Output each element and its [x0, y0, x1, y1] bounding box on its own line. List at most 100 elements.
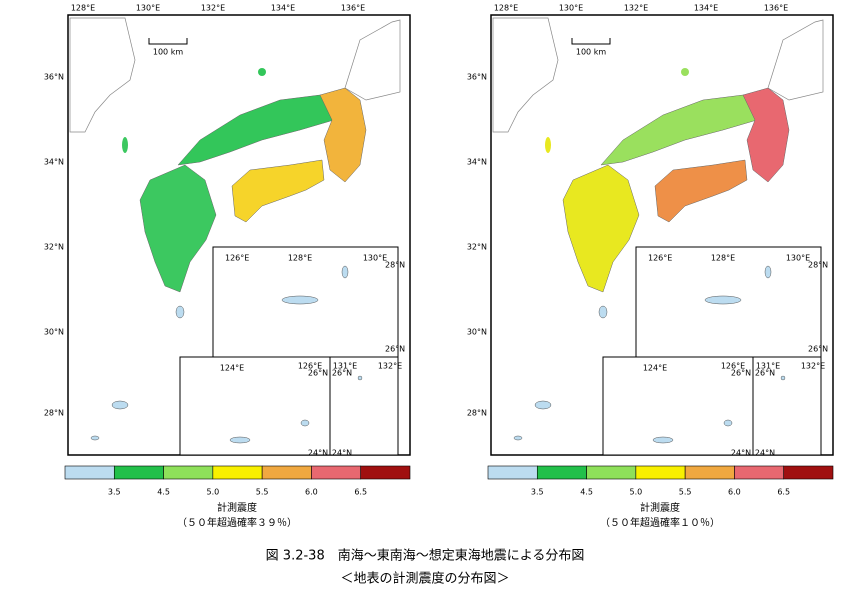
lat-label: 36°N [44, 73, 64, 82]
inset-frame [602, 356, 754, 456]
lon-label: 128°E [71, 4, 95, 13]
inset-label: 132°E [801, 362, 825, 371]
island [704, 295, 742, 305]
lon-label: 132°E [624, 4, 648, 13]
colorbar-tick: 6.0 [728, 488, 741, 497]
colorbar-segment [113, 465, 164, 480]
colorbar-tick: 6.0 [305, 488, 318, 497]
island [723, 419, 733, 427]
island [111, 400, 129, 410]
island [300, 419, 310, 427]
inset-label: 132°E [378, 362, 402, 371]
legend-subtitle: （５０年超過確率１０％） [600, 516, 720, 529]
inset-label: 126°E [648, 254, 672, 263]
scale-bar [571, 38, 611, 45]
island [122, 137, 128, 153]
colorbar-tick: 4.5 [157, 488, 170, 497]
korea-outline [492, 17, 559, 133]
scale-label: 100 km [153, 48, 183, 57]
island [764, 265, 772, 279]
colorbar-segment [586, 465, 637, 480]
inset-label: 26°N [755, 369, 775, 378]
colorbar-tick: 6.5 [777, 488, 790, 497]
region-kinki [742, 87, 790, 183]
inset-label: 24°N [308, 449, 328, 458]
lat-label: 34°N [44, 158, 64, 167]
inset-label: 130°E [363, 254, 387, 263]
inset-label: 26°N [731, 369, 751, 378]
inset-label: 28°N [385, 261, 405, 270]
island [652, 436, 674, 444]
colorbar-tick: 5.0 [629, 488, 642, 497]
island [780, 375, 786, 381]
island [281, 295, 319, 305]
lat-label: 36°N [467, 73, 487, 82]
colorbar-tick: 3.5 [108, 488, 121, 497]
region-shikoku [654, 159, 748, 223]
island [175, 305, 185, 319]
inset-label: 126°E [721, 362, 745, 371]
colorbar-segment [64, 465, 115, 480]
colorbar-segment [734, 465, 785, 480]
inset-frame [329, 356, 399, 456]
scale-bar [148, 38, 188, 45]
scale-label: 100 km [576, 48, 606, 57]
island [681, 68, 689, 76]
inset-label: 24°N [332, 449, 352, 458]
inset-label: 126°E [298, 362, 322, 371]
lat-label: 28°N [44, 409, 64, 418]
colorbar-segment [536, 465, 587, 480]
inset-label: 24°N [731, 449, 751, 458]
inset-label: 26°N [332, 369, 352, 378]
colorbar-segment [783, 465, 834, 480]
inset-label: 26°N [385, 345, 405, 354]
colorbar-tick: 6.5 [354, 488, 367, 497]
legend-title: 計測震度 [217, 501, 257, 514]
lon-label: 136°E [764, 4, 788, 13]
caption-sub: ＜地表の計測震度の分布図＞ [340, 571, 509, 587]
lat-label: 34°N [467, 158, 487, 167]
inset-label: 128°E [711, 254, 735, 263]
lon-label: 136°E [341, 4, 365, 13]
korea-outline [69, 17, 136, 133]
island [258, 68, 266, 76]
island [357, 375, 363, 381]
island [534, 400, 552, 410]
region-kinki [319, 87, 367, 183]
lon-label: 134°E [271, 4, 295, 13]
inset-label: 124°E [220, 364, 244, 373]
inset-label: 126°E [225, 254, 249, 263]
island [513, 435, 523, 441]
lon-label: 128°E [494, 4, 518, 13]
map: 100 km 128°E 130°E 132°E 134°E 136°E 36°N 34°N 3… [44, 4, 411, 529]
island [545, 137, 551, 153]
inset-label: 28°N [808, 261, 828, 270]
inset-label: 131°E [756, 362, 780, 371]
map: 100 km 128°E 130°E 132°E 134°E 136°E 36°N 34°N 3… [467, 4, 834, 529]
lon-label: 130°E [136, 4, 160, 13]
mainland-outline [767, 19, 824, 101]
inset-label: 131°E [333, 362, 357, 371]
colorbar-tick: 5.5 [256, 488, 269, 497]
colorbar-tick: 5.0 [206, 488, 219, 497]
lat-label: 32°N [44, 243, 64, 252]
colorbar-tick: 3.5 [531, 488, 544, 497]
lon-label: 130°E [559, 4, 583, 13]
island [598, 305, 608, 319]
island [90, 435, 100, 441]
colorbar-segment [311, 465, 362, 480]
colorbar-segment [360, 465, 411, 480]
island [229, 436, 251, 444]
colorbar-segment [635, 465, 686, 480]
colorbar-segment [684, 465, 735, 480]
lat-label: 30°N [44, 328, 64, 337]
region-shikoku [231, 159, 325, 223]
inset-label: 130°E [786, 254, 810, 263]
legend-title: 計測震度 [640, 501, 680, 514]
lat-label: 32°N [467, 243, 487, 252]
lat-label: 28°N [467, 409, 487, 418]
lon-label: 132°E [201, 4, 225, 13]
inset-label: 26°N [808, 345, 828, 354]
lon-label: 134°E [694, 4, 718, 13]
